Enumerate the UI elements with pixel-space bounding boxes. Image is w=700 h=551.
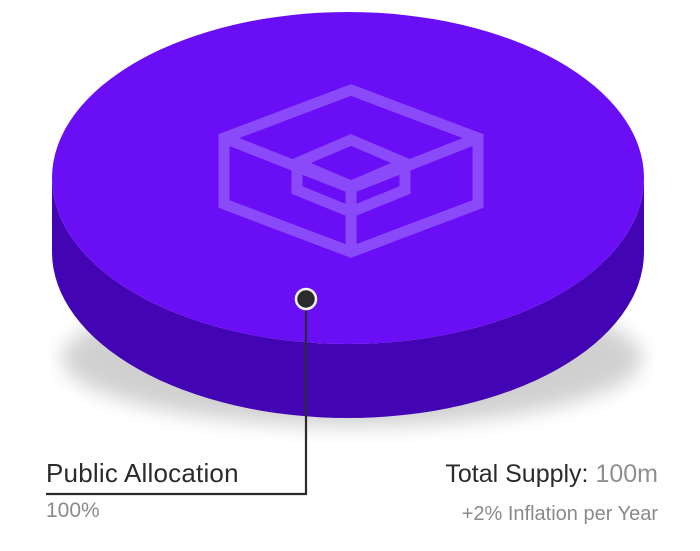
cube-icon xyxy=(218,84,484,258)
total-supply-value: 100m xyxy=(595,460,658,488)
legend-public-allocation: Public Allocation 100% xyxy=(46,458,239,523)
pie-slice-side xyxy=(52,178,644,418)
legend-label: Public Allocation xyxy=(46,458,239,488)
leader-dot xyxy=(294,287,318,311)
total-supply-label: Total Supply: xyxy=(445,460,589,488)
legend-percent: 100% xyxy=(46,499,100,522)
inflation-text: +2% Inflation per Year xyxy=(461,503,658,525)
leader-line xyxy=(46,299,308,496)
pie-slice-public-allocation xyxy=(52,12,644,344)
total-supply-info: Total Supply: 100m +2% Inflation per Yea… xyxy=(445,460,658,526)
total-supply-line: Total Supply: 100m xyxy=(445,460,658,489)
